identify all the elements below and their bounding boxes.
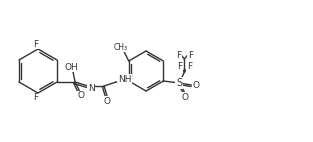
- Text: F: F: [33, 39, 38, 49]
- Text: F: F: [177, 61, 182, 70]
- Text: F: F: [33, 93, 38, 103]
- Text: F: F: [176, 51, 181, 59]
- Text: F: F: [187, 61, 192, 70]
- Text: OH: OH: [64, 62, 78, 72]
- Text: O: O: [78, 91, 85, 101]
- Text: S: S: [176, 78, 182, 88]
- Text: CH₃: CH₃: [114, 42, 128, 52]
- Text: O: O: [104, 97, 110, 106]
- Text: O: O: [193, 81, 200, 89]
- Text: O: O: [182, 92, 189, 102]
- Text: NH: NH: [118, 75, 131, 83]
- Text: F: F: [188, 51, 193, 59]
- Text: N: N: [88, 83, 95, 92]
